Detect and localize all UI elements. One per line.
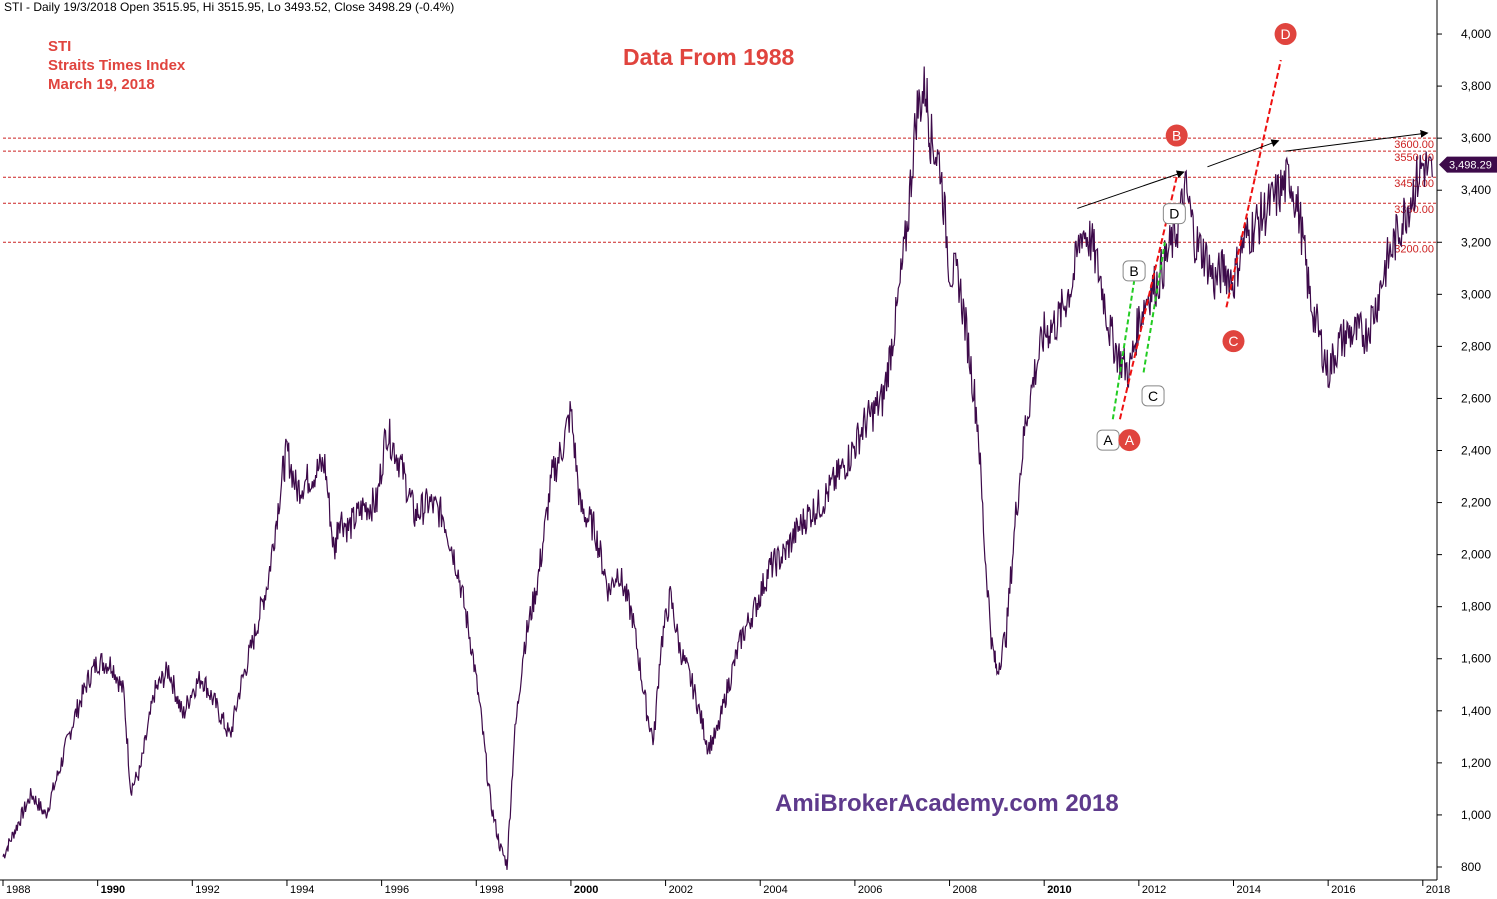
x-tick-label: 2014 [1236, 884, 1260, 896]
x-tick-label: 2012 [1142, 884, 1166, 896]
watermark: AmiBrokerAcademy.com 2018 [775, 790, 1119, 817]
y-tick-label: 1,400 [1461, 704, 1491, 718]
last-price-tag: 3,498.29 [1439, 156, 1497, 173]
x-tick-label: 1988 [6, 884, 30, 896]
wave-label-white: D [1162, 203, 1186, 225]
x-tick-label: 1996 [385, 884, 409, 896]
wave-marker-circle [1118, 429, 1141, 452]
analysis-overlays: A B C D A B C D [1077, 23, 1429, 452]
wave-label-white: A [1096, 429, 1120, 451]
x-tick-label: 2006 [858, 884, 882, 896]
wave-label-red: C [1222, 330, 1245, 353]
wave-label-red: D [1274, 23, 1297, 46]
wave-label-white: C [1141, 385, 1165, 407]
trend-arrow [1207, 139, 1280, 168]
y-tick-label: 2,200 [1461, 496, 1491, 510]
y-tick-label: 4,000 [1461, 27, 1491, 41]
y-tick-label: 3,800 [1461, 79, 1491, 93]
wave-label-text: A [1103, 432, 1113, 448]
y-tick-label: 1,600 [1461, 652, 1491, 666]
green-trendline [1111, 281, 1136, 420]
x-axis: 1988 1990 1992 1994 1996 1998 2000 2002 2004 2006… [0, 879, 1450, 896]
x-tick-label: 2018 [1426, 884, 1450, 896]
level-label: 3200.00 [1394, 243, 1434, 255]
x-tick-label: 1994 [290, 884, 314, 896]
last-price-label: 3,498.29 [1449, 160, 1492, 172]
ticker-label: STI [48, 38, 72, 55]
y-tick-label: 2,400 [1461, 444, 1491, 458]
wave-label-white: B [1122, 260, 1146, 282]
chart-header-info: STI - Daily 19/3/2018 Open 3515.95, Hi 3… [4, 0, 455, 14]
chart-title-annotation: Data From 1988 [623, 44, 795, 70]
red-trendline [1225, 59, 1282, 308]
y-tick-label: 1,000 [1461, 808, 1491, 822]
green-trendline [1142, 242, 1166, 373]
level-label: 3550.00 [1394, 152, 1434, 164]
wave-label-text: D [1169, 206, 1179, 222]
wave-label-text: C [1148, 388, 1158, 404]
level-label: 3600.00 [1394, 139, 1434, 151]
y-tick-label: 1,200 [1461, 756, 1491, 770]
x-tick-label: 2000 [574, 884, 598, 896]
index-name-label: Straits Times Index [48, 57, 186, 74]
index-annotation: STI Straits Times Index March 19, 2018 [48, 37, 185, 94]
wave-marker-circle [1222, 330, 1245, 353]
y-tick-label: 3,000 [1461, 287, 1491, 301]
wave-marker-text: C [1228, 333, 1238, 349]
y-tick-label: 3,400 [1461, 183, 1491, 197]
x-tick-label: 2010 [1047, 884, 1071, 896]
trend-arrow [1077, 170, 1185, 209]
trend-arrow [1285, 129, 1429, 152]
date-label: March 19, 2018 [48, 76, 155, 93]
x-tick-label: 1990 [101, 884, 125, 896]
y-tick-label: 2,000 [1461, 548, 1491, 562]
wave-label-red: A [1118, 429, 1141, 452]
wave-label-text: B [1129, 263, 1138, 279]
wave-marker-text: B [1172, 128, 1181, 144]
wave-marker-text: D [1280, 26, 1290, 42]
y-tick-label: 800 [1461, 860, 1481, 874]
last-price-bg [1439, 156, 1497, 173]
y-axis: 800 1,000 1,200 1,400 1,600 1,800 2,000 2,200 2,… [1436, 0, 1497, 880]
x-tick-label: 1998 [479, 884, 503, 896]
price-series [2, 66, 1433, 870]
wave-marker-circle [1274, 23, 1297, 46]
price-line [2, 66, 1433, 870]
x-tick-label: 2008 [953, 884, 977, 896]
y-tick-label: 1,800 [1461, 600, 1491, 614]
wave-label-box [1122, 260, 1146, 282]
x-tick-label: 2002 [669, 884, 693, 896]
wave-label-red: B [1165, 124, 1188, 147]
y-tick-label: 2,800 [1461, 339, 1491, 353]
wave-marker-text: A [1125, 432, 1135, 448]
wave-label-box [1162, 203, 1186, 225]
y-tick-label: 2,600 [1461, 391, 1491, 405]
wave-marker-circle [1165, 124, 1188, 147]
x-tick-label: 2016 [1331, 884, 1355, 896]
x-tick-label: 2004 [763, 884, 787, 896]
x-tick-label: 1992 [195, 884, 219, 896]
y-tick-label: 3,600 [1461, 131, 1491, 145]
y-tick-label: 3,200 [1461, 235, 1491, 249]
wave-label-box [1141, 385, 1165, 407]
